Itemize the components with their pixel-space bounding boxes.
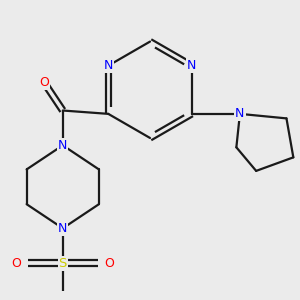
Text: N: N — [58, 139, 68, 152]
Text: N: N — [187, 59, 196, 72]
Text: S: S — [58, 256, 67, 270]
Text: O: O — [105, 256, 115, 270]
Text: N: N — [58, 222, 68, 235]
Text: O: O — [39, 76, 49, 89]
Text: O: O — [11, 256, 21, 270]
Text: N: N — [235, 107, 244, 120]
Text: N: N — [103, 59, 113, 72]
